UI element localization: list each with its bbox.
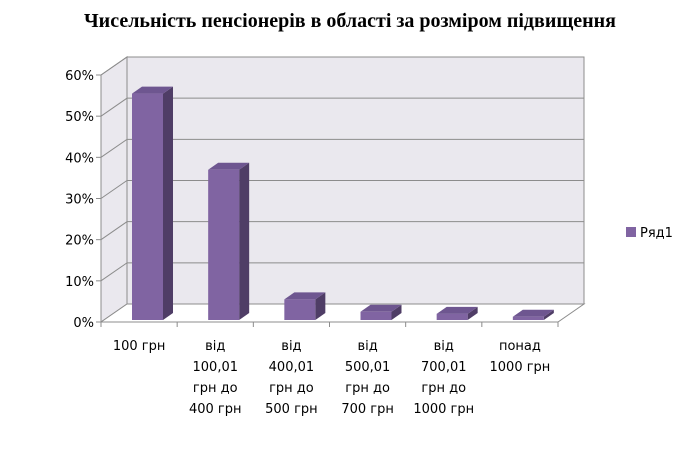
x-tick-label-line: 1000 грн (413, 402, 474, 417)
y-tick-label: 10% (65, 275, 94, 290)
gridline (100, 138, 584, 158)
x-tick-label: 100 грн (113, 339, 166, 354)
x-tick-label-line: 100,01 (193, 360, 239, 375)
x-tick-label-line: грн до (193, 381, 238, 396)
bar-top (132, 86, 173, 94)
bar (284, 292, 326, 320)
bar-top (512, 309, 554, 317)
x-tick-label: від 400,01 грн до 500 грн (265, 339, 318, 417)
x-tick-label-line: від (205, 339, 225, 354)
x-tick-label-line: 1000 грн (490, 360, 551, 375)
x-tick-label-line: від (434, 339, 454, 354)
floor (99, 303, 586, 323)
x-tick-label-line: від (281, 339, 301, 354)
legend-label: Ряд1 (640, 226, 673, 241)
gridline (100, 97, 584, 117)
x-tick-label-line: від (357, 339, 377, 354)
bar-side (239, 162, 250, 320)
x-tick-label-line: 400,01 (269, 360, 315, 375)
bar-top (208, 162, 250, 170)
gridline (100, 56, 584, 76)
bar-top (360, 304, 402, 312)
legend: Ряд1 (626, 226, 673, 241)
bar-front (132, 93, 163, 320)
bar-top (284, 292, 326, 300)
bar (132, 86, 173, 320)
bar-front (360, 311, 392, 320)
gridline (100, 262, 584, 282)
bar (512, 309, 554, 320)
x-tick-label-line: 500 грн (265, 402, 318, 417)
x-tick-label: понад 1000 грн (490, 339, 551, 375)
x-tick-label-line: 700 грн (341, 402, 394, 417)
plot-area: 0% 10% 20% 30% 40% 50% 60% 100 грн від 100,01 грн … (65, 56, 586, 417)
x-tick-label-line: 500,01 (345, 360, 391, 375)
x-tick-label: від 100,01 грн до 400 грн (189, 339, 242, 417)
bar-front (436, 313, 468, 320)
bar-side (315, 292, 326, 320)
bar (360, 304, 402, 320)
x-tick-label-line: грн до (421, 381, 466, 396)
y-tick-label: 30% (65, 193, 94, 208)
bar-side (391, 304, 402, 320)
legend-swatch (626, 227, 636, 237)
x-tick-label: від 500,01 грн до 700 грн (341, 339, 394, 417)
bar-front (284, 299, 316, 320)
y-tick-label: 20% (65, 234, 94, 249)
x-tick-label-line: 700,01 (421, 360, 467, 375)
x-tick-label-line: понад (499, 339, 541, 354)
gridline (100, 221, 584, 241)
bar-side (543, 309, 554, 320)
bar-front (512, 316, 544, 320)
y-tick-label: 40% (65, 151, 94, 166)
bar-top (436, 306, 478, 314)
bar-side (467, 306, 478, 320)
bar (208, 162, 250, 320)
bar (436, 306, 478, 320)
y-tick-label: 60% (65, 69, 94, 84)
bar-side (163, 86, 173, 320)
x-tick-label: від 700,01 грн до 1000 грн (413, 339, 474, 417)
chart-title: Чисельність пенсіонерів в області за роз… (84, 10, 616, 32)
x-tick-label-line: грн до (269, 381, 314, 396)
y-tick-label: 0% (73, 316, 94, 331)
gridline (100, 180, 584, 199)
bar-front (208, 169, 240, 320)
x-tick-label-line: грн до (345, 381, 390, 396)
y-tick-label: 50% (65, 110, 94, 125)
x-tick-label-line: 100 грн (113, 339, 166, 354)
x-tick-label-line: 400 грн (189, 402, 242, 417)
